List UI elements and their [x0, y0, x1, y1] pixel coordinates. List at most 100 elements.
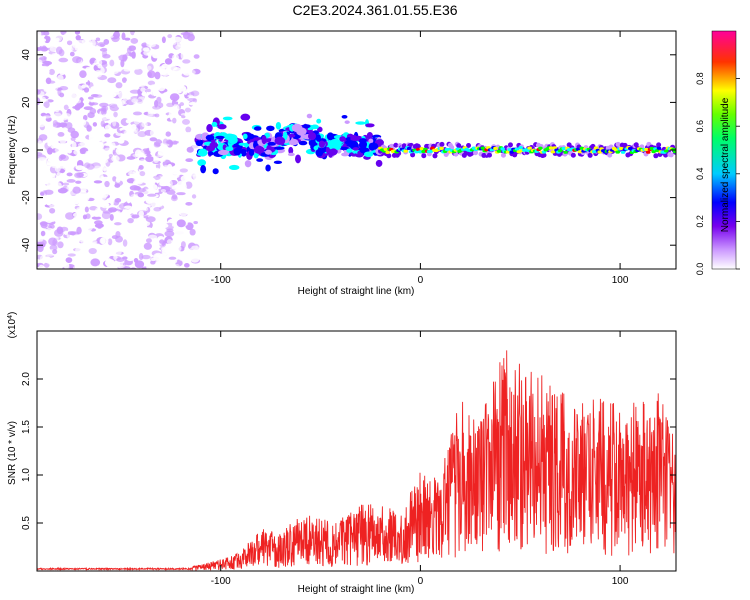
spectrogram-cell [456, 143, 462, 149]
spectrogram-cell [38, 134, 48, 141]
spectrogram-cell [121, 32, 126, 41]
spectrogram-cell [273, 160, 283, 164]
spectrogram-cell [188, 102, 198, 106]
spectrogram-cell [40, 46, 49, 52]
spectrogram-cell [339, 136, 346, 142]
spectrogram-cell [102, 81, 110, 89]
spectrogram-cell [217, 149, 229, 156]
spectrogram-cell [107, 238, 113, 246]
spectrogram-cell [190, 73, 195, 81]
spectrogram-cell [67, 208, 72, 213]
spectrogram-cell [85, 213, 91, 219]
spectrogram-cell [41, 63, 50, 67]
spectrogram-cell [159, 223, 169, 229]
spectrogram-cell [191, 245, 199, 251]
spectrogram-cell [142, 235, 147, 239]
spectrogram-cell [73, 70, 79, 76]
spectrogram-cell [69, 217, 79, 226]
spectrogram-cell [95, 37, 101, 42]
spectrogram-cell [131, 123, 137, 131]
spectrogram-cell [417, 150, 423, 154]
spectrogram-cell [48, 55, 59, 63]
spectrogram-cell [209, 141, 219, 149]
spectrogram-cell [480, 146, 486, 150]
spectrogram-cell [507, 142, 513, 148]
spectrogram-cell [187, 155, 193, 159]
spectrogram-cell [101, 158, 108, 164]
spectrogram-cell [663, 152, 669, 158]
spectrogram-cell [288, 146, 294, 155]
spectrogram-cell [81, 194, 90, 201]
spectrogram-cell [122, 53, 128, 62]
spectrogram-cell [383, 147, 389, 151]
spectrogram-cell [282, 131, 288, 141]
spectrogram-cell [141, 90, 147, 97]
spectrogram-cell [188, 166, 195, 173]
spectrogram-cell [91, 155, 101, 162]
spectrogram-cell [125, 52, 132, 57]
spectrogram-cell [186, 64, 194, 71]
spectrogram-cell [149, 146, 156, 153]
spectrogram-cell [177, 208, 187, 213]
spectrogram-cell [192, 81, 199, 86]
spectrogram-cell [592, 150, 597, 154]
spectrogram-cell [189, 173, 198, 177]
spectrogram-cell [115, 211, 122, 218]
spectrogram-cell [97, 246, 105, 253]
spectrogram-cell [129, 89, 140, 94]
spectrogram-cell [129, 58, 137, 64]
spectrogram-cell [415, 147, 421, 151]
spectrogram-cell [134, 32, 142, 36]
spectrogram-cell [45, 252, 55, 257]
spectrogram-cell [146, 65, 152, 71]
spectrogram-cell [40, 230, 46, 237]
spectrogram-cell [43, 31, 50, 36]
spectrogram-cell [191, 194, 197, 199]
spectrogram-cell [139, 170, 146, 177]
spectrogram-cell [126, 196, 131, 204]
spectrogram-cell [516, 150, 522, 154]
spectrogram-cell [89, 59, 95, 64]
spectrogram-cell [79, 140, 90, 147]
spectrogram-cell [82, 99, 90, 104]
spectrogram-cell [51, 163, 61, 169]
spectrogram-cell [122, 107, 129, 111]
spectrogram-cell [186, 146, 194, 153]
spectrogram-cell [59, 68, 66, 76]
spectrogram-cell [78, 78, 84, 84]
spectrogram-cell [104, 125, 111, 131]
spectrogram-cell [72, 197, 80, 205]
snr-y-tick-label: 0.5 [21, 516, 32, 530]
spectrogram-cell [120, 59, 125, 68]
spectrogram-cell [352, 147, 359, 151]
spectrogram-cell [111, 185, 116, 194]
spectrogram-cell [115, 82, 123, 89]
spectrogram-cell [157, 149, 166, 156]
spectrogram-cell [115, 235, 123, 243]
spectrogram-cell [88, 248, 97, 255]
spectrogram-cell [66, 179, 76, 183]
spectrogram-cell [140, 102, 148, 111]
spectrogram-cell [152, 105, 161, 110]
spectrogram-cell [49, 260, 54, 265]
spectrogram-cell [72, 186, 81, 194]
spectrogram-cell [37, 31, 42, 38]
spectrogram-cell [94, 69, 103, 78]
spectrogram-cell [147, 112, 154, 117]
spectrogram-cell [106, 250, 111, 257]
spectrogram-cell [170, 60, 179, 68]
spectrogram-cell [633, 142, 639, 148]
spectrogram-cell [432, 153, 438, 159]
spectrogram-cell [168, 41, 177, 46]
spectrogram-cell [518, 146, 523, 150]
spectrogram-cell [138, 210, 144, 218]
spectrogram-cell [166, 239, 173, 245]
colorbar-ticks: 0.0 0.2 0.4 0.6 0.8 [695, 72, 740, 275]
spectrogram-cell [56, 171, 61, 179]
spectrogram-cell [97, 130, 105, 134]
spectrogram-cell [587, 152, 593, 158]
spectrogram-cell [366, 131, 373, 140]
spectrogram-cell [287, 152, 295, 157]
spectrogram-cell [97, 225, 102, 229]
spectrogram-cell [317, 126, 323, 133]
